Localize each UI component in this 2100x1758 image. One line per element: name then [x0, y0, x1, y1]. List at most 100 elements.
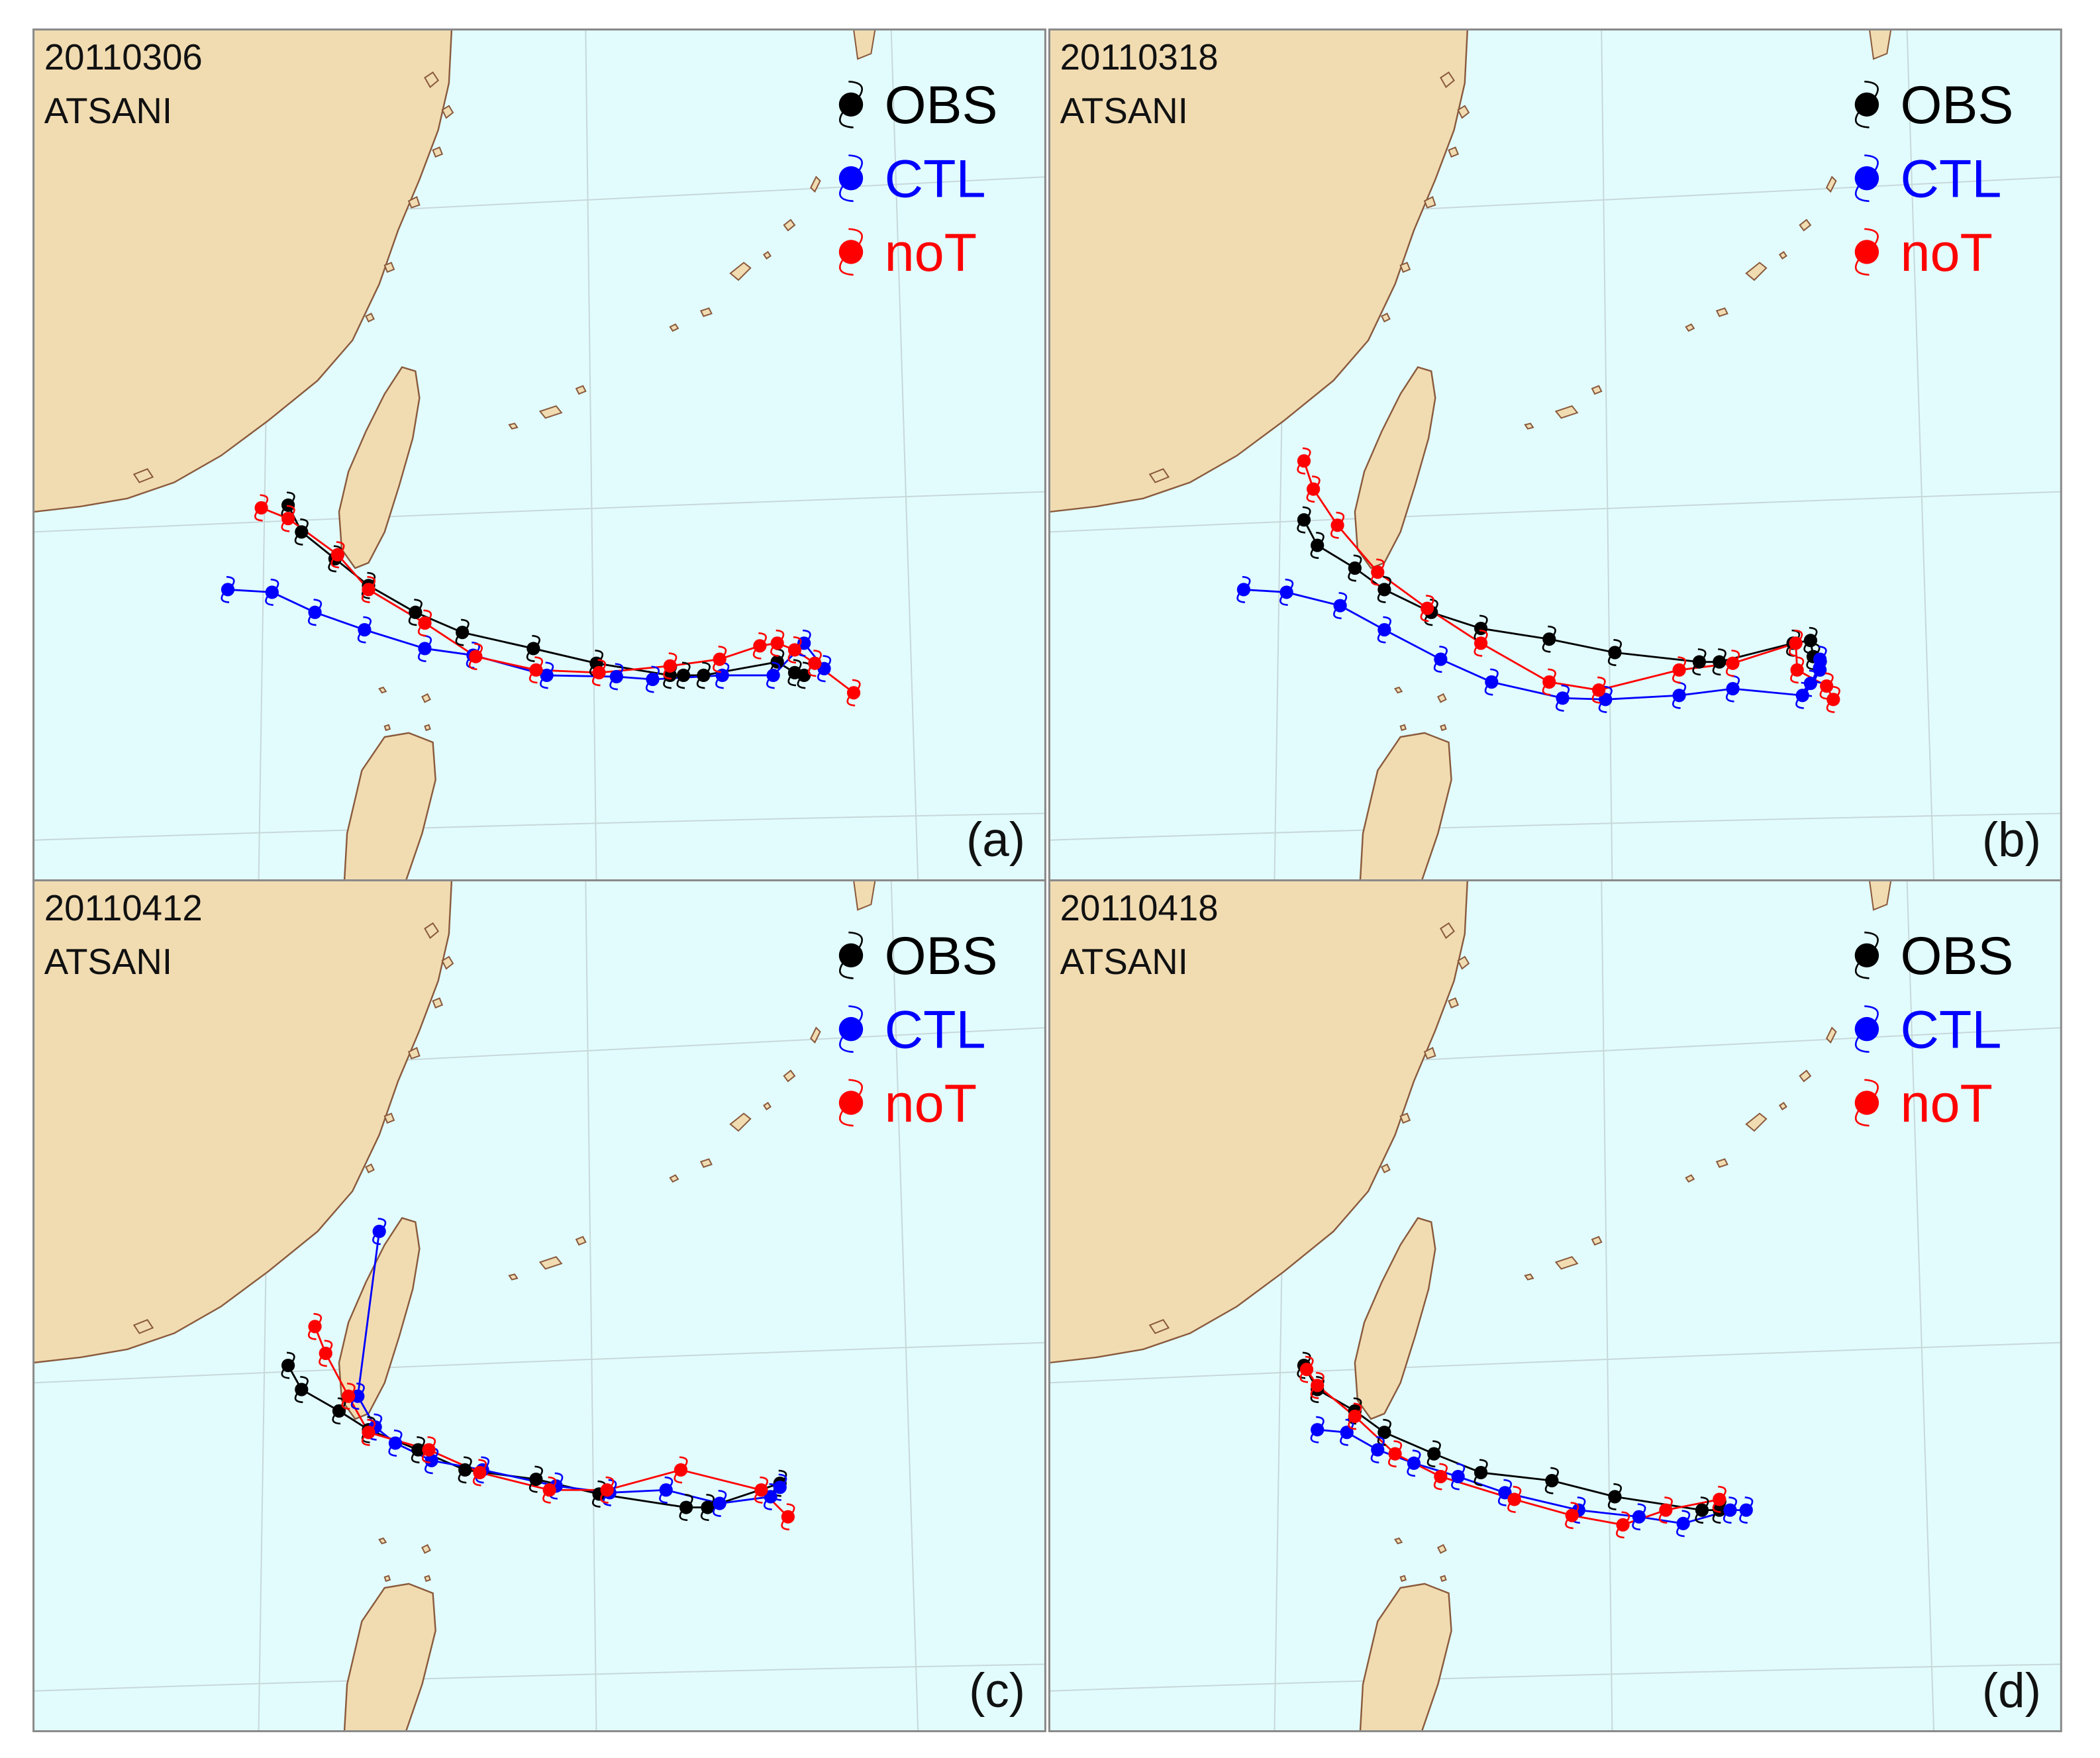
not-track-point: [713, 646, 727, 673]
not-track-point: [600, 1476, 615, 1504]
ctl-track-point: [1739, 1496, 1754, 1524]
not-track-point: [361, 575, 376, 603]
not-track-point: [1330, 511, 1345, 539]
not-track-point: [1297, 447, 1311, 475]
not-track-point: [1616, 1511, 1630, 1539]
obs-track-point: [528, 1465, 544, 1493]
panel-tag: (a): [966, 813, 1025, 867]
not-track-point: [1790, 656, 1805, 684]
obs-track-line: [287, 505, 805, 677]
legend-ctl-label: CTL: [1900, 149, 2001, 209]
legend-ctl-label: CTL: [885, 149, 986, 209]
obs-track-point: [679, 1494, 693, 1522]
legend-ctl-icon: [1854, 1005, 1879, 1053]
not-track-point: [591, 659, 607, 687]
legend-obs-icon: [838, 931, 864, 979]
legend-ctl-icon: [838, 154, 864, 203]
not-track-point: [754, 1476, 768, 1504]
not-track-point: [1310, 1371, 1325, 1399]
not-track-point: [528, 656, 544, 684]
obs-track-point: [455, 618, 470, 646]
not-track-point: [752, 632, 767, 659]
legend-ctl-label: CTL: [885, 1000, 986, 1059]
obs-track-point: [1695, 1496, 1709, 1524]
ctl-track-point: [1451, 1463, 1466, 1490]
ctl-track-point: [307, 599, 323, 626]
panel-2: 20110318 ATSANI OBS CTL noT (b): [1048, 28, 2062, 882]
ctl-track-point: [265, 578, 279, 606]
ctl-track-point: [645, 665, 660, 693]
legend-obs-label: OBS: [885, 926, 998, 986]
ctl-track-point: [540, 661, 554, 689]
not-track-point: [807, 650, 822, 677]
not-track-point: [1507, 1485, 1522, 1513]
not-track-point: [472, 1459, 487, 1487]
obs-track-point: [1297, 506, 1311, 534]
legend-obs-label: OBS: [885, 75, 998, 135]
not-track-point: [1591, 676, 1606, 704]
panel-date: 20110318: [1060, 37, 1219, 77]
ctl-track-point: [1632, 1503, 1646, 1531]
legend-not-label: noT: [885, 1074, 977, 1134]
ctl-track-point: [221, 575, 235, 603]
legend-not-label: noT: [1900, 223, 1992, 283]
not-track-point: [341, 1383, 356, 1410]
not-track-point: [770, 629, 785, 657]
ctl-track-point: [659, 1476, 674, 1504]
ctl-track-point: [1676, 1510, 1691, 1538]
ctl-track-point: [1333, 592, 1348, 620]
not-track-point: [421, 1436, 436, 1464]
obs-track-point: [458, 1456, 472, 1484]
not-track-point: [1565, 1502, 1579, 1530]
not-track-point: [468, 643, 483, 671]
ctl-track-point: [1497, 1479, 1513, 1506]
obs-track-point: [1348, 554, 1362, 582]
legend-obs-icon: [1854, 931, 1879, 979]
ctl-track-point: [1407, 1449, 1421, 1477]
panel-date: 20110418: [1060, 888, 1219, 928]
not-track-point: [307, 1312, 323, 1340]
ctl-track-point: [1813, 646, 1827, 673]
panel-tag: (b): [1982, 813, 2041, 867]
ctl-track-point: [713, 1489, 727, 1518]
not-track-point: [330, 541, 345, 569]
not-track-point: [319, 1340, 333, 1367]
obs-track-point: [676, 661, 691, 689]
not-track-point: [846, 679, 861, 707]
legend-ctl-label: CTL: [1900, 1000, 2001, 1059]
ctl-track-point: [609, 663, 624, 691]
obs-track-point: [1426, 1440, 1441, 1468]
obs-track-point: [696, 661, 711, 689]
panel-date: 20110412: [44, 888, 203, 928]
ctl-track-point: [1723, 1496, 1738, 1524]
panel-tag: (d): [1982, 1664, 2041, 1718]
ctl-track-point: [1484, 668, 1499, 696]
panel-4: 20110418 ATSANI OBS CTL noT (d): [1048, 879, 2062, 1733]
obs-track-point: [1692, 648, 1707, 676]
obs-track-point: [1310, 532, 1325, 560]
legend-not-icon: [1854, 228, 1879, 276]
not-track-point: [1672, 656, 1687, 684]
legend-obs-label: OBS: [1900, 75, 2013, 135]
obs-track-point: [1377, 1418, 1391, 1446]
legend-not-label: noT: [885, 223, 977, 283]
not-track-point: [1712, 1485, 1726, 1513]
ctl-track-point: [1433, 646, 1448, 673]
not-track-point: [417, 609, 432, 637]
panel-3: 20110412 ATSANI OBS CTL noT (c): [32, 879, 1046, 1733]
legend-not-icon: [838, 1079, 864, 1127]
obs-track-point: [526, 634, 540, 662]
ctl-track-point: [372, 1218, 387, 1245]
obs-track-point: [1607, 638, 1623, 667]
not-track-point: [663, 652, 677, 680]
not-track-point: [1658, 1496, 1673, 1524]
not-track-point: [1826, 685, 1840, 713]
obs-track-point: [1607, 1483, 1623, 1510]
ctl-track-point: [766, 661, 781, 689]
ctl-track-point: [1236, 575, 1251, 603]
panel-frame: [32, 879, 1046, 1733]
obs-track-point: [294, 518, 309, 546]
not-track-point: [1433, 1463, 1448, 1490]
not-track-point: [281, 505, 295, 532]
